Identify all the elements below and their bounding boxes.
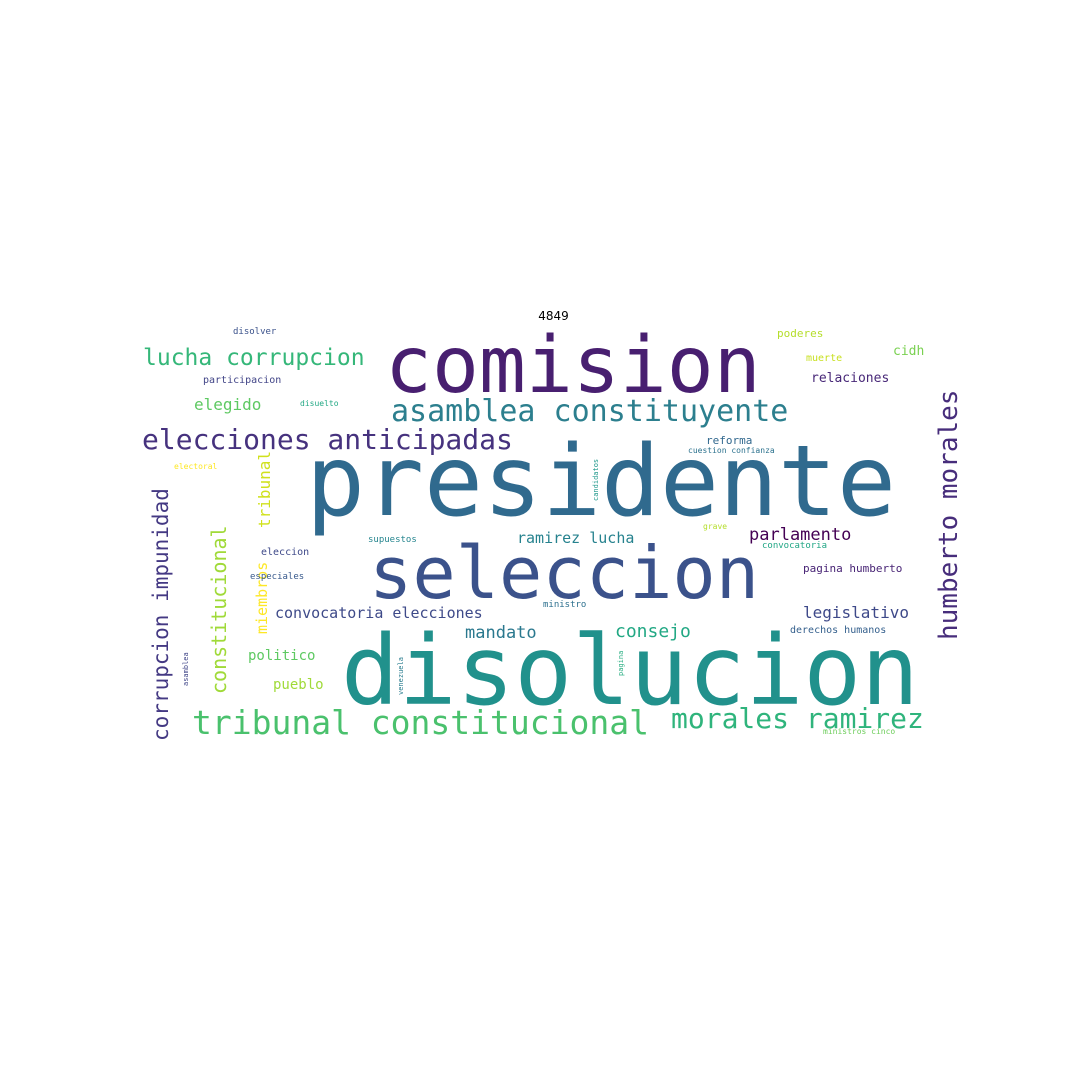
word-asamblea: asamblea: [182, 652, 190, 686]
word-cloud: comision presidente seleccion disolucion…: [135, 321, 964, 745]
word-constitucional: constitucional: [207, 525, 231, 694]
word-politico: politico: [248, 648, 316, 664]
word-consejo: consejo: [615, 621, 691, 642]
word-derechos-humanos: derechos humanos: [790, 625, 887, 636]
word-elegido: elegido: [194, 395, 262, 414]
word-convocatoria-elecciones: convocatoria elecciones: [275, 604, 483, 622]
word-muerte: muerte: [806, 353, 843, 364]
word-legislativo: legislativo: [803, 603, 909, 622]
word-cidh: cidh: [893, 344, 925, 359]
word-tribunal-constitucional: tribunal constitucional: [192, 703, 649, 742]
word-disolucion: disolucion: [341, 615, 919, 727]
word-cuestion-confianza: cuestion confianza: [688, 446, 775, 455]
word-corrupcion-impunidad: corrupcion impunidad: [149, 488, 173, 741]
word-comision: comision: [385, 321, 761, 411]
word-humberto-morales: humberto morales: [934, 389, 964, 640]
word-mandato: mandato: [465, 623, 537, 643]
word-elecciones-anticipadas: elecciones anticipadas: [142, 423, 513, 456]
word-convocatoria: convocatoria: [762, 541, 828, 551]
word-eleccion: eleccion: [261, 547, 310, 558]
word-pagina: pagina: [617, 650, 625, 676]
word-participacion: participacion: [203, 375, 282, 386]
word-relaciones: relaciones: [811, 371, 890, 386]
word-ministro: ministro: [543, 600, 587, 610]
word-seleccion: seleccion: [369, 531, 760, 615]
word-disolver: disolver: [233, 327, 277, 337]
word-presidente: presidente: [306, 425, 897, 539]
word-ministros-cinco: ministros cinco: [823, 727, 896, 736]
word-pueblo: pueblo: [273, 677, 324, 693]
figure-title: 4849: [538, 309, 569, 323]
word-grave: grave: [703, 522, 728, 531]
word-candidatos: candidatos: [592, 458, 600, 501]
word-asamblea-constituyente: asamblea constituyente: [391, 394, 789, 429]
word-morales-ramirez: morales ramirez: [671, 702, 924, 735]
word-supuestos: supuestos: [368, 535, 417, 545]
word-parlamento: parlamento: [749, 525, 852, 545]
word-electoral: electoral: [174, 462, 218, 471]
word-lucha-corrupcion: lucha corrupcion: [143, 345, 365, 371]
word-disuelto: disuelto: [300, 399, 339, 408]
word-pagina-humberto: pagina humberto: [803, 562, 903, 575]
word-venezuela: venezuela: [397, 657, 405, 695]
word-poderes: poderes: [777, 327, 824, 340]
word-reforma: reforma: [706, 434, 753, 447]
word-ramirez-lucha: ramirez lucha: [517, 529, 635, 547]
word-especiales: especiales: [250, 572, 305, 582]
word-tribunal: tribunal: [255, 450, 274, 528]
